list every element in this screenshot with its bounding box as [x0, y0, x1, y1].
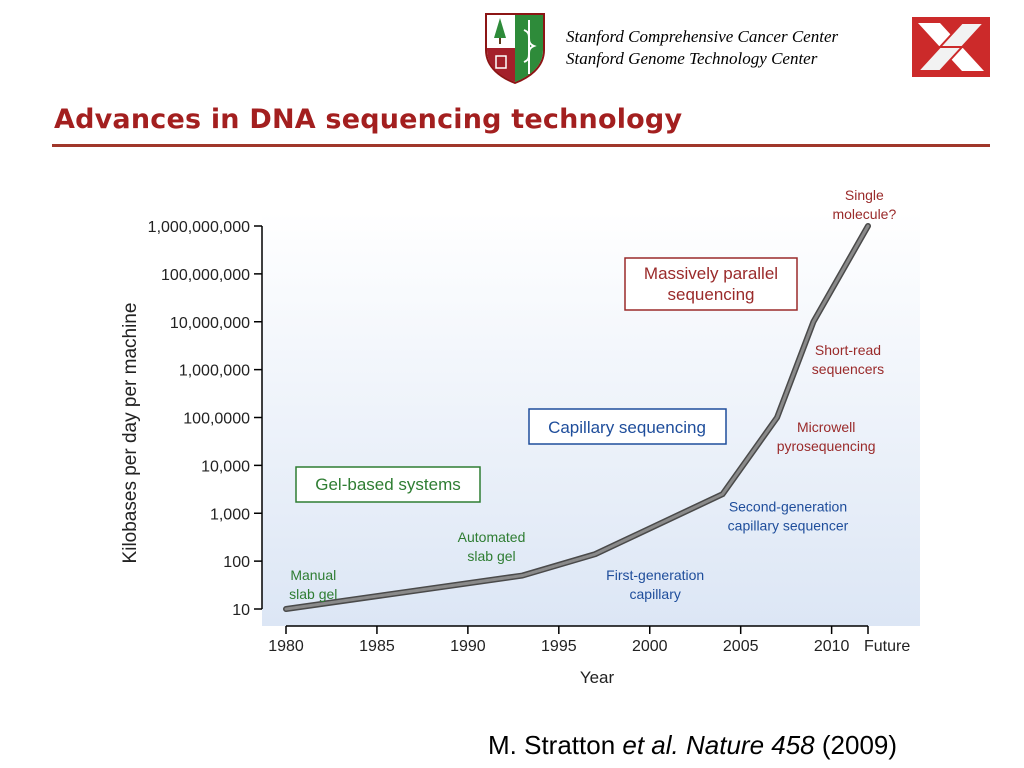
category-label-gel: Gel-based systems	[315, 475, 461, 494]
annotation-label: slab gel	[467, 548, 515, 564]
y-axis-label: Kilobases per day per machine	[120, 303, 141, 564]
chart-annotations: Manual slab gel Automated slab gel First-gen…	[289, 187, 896, 602]
annotation-label: capillary	[630, 586, 681, 602]
annotation-label: Automated	[458, 529, 526, 545]
x-tick-label: 1980	[268, 638, 304, 655]
citation-journal: Nature 458	[686, 730, 815, 760]
x-tick-label: 1990	[450, 638, 486, 655]
category-box-gel: Gel-based systems	[295, 466, 481, 503]
y-tick-label: 10,000	[201, 458, 250, 475]
annotation-label: Manual	[290, 567, 336, 583]
y-tick-label: 100,0000	[183, 411, 250, 428]
x-tick-label: 2010	[814, 638, 850, 655]
stanford-medicine-shield-logo	[485, 13, 545, 84]
category-box-massively-parallel: Massively parallel sequencing	[624, 257, 798, 311]
chart-axes: 10 100 1,000 10,000 100,0000 1,000,000 10,000,…	[120, 219, 910, 687]
y-tick-label: 100,000,000	[161, 267, 250, 284]
y-tick-label: 10	[232, 602, 250, 619]
x-tick-label: 1995	[541, 638, 577, 655]
x-tick-label: 1985	[359, 638, 395, 655]
y-tick-label: 1,000	[210, 506, 250, 523]
chart-series	[283, 223, 871, 612]
category-box-capillary: Capillary sequencing	[528, 408, 727, 445]
annotation-label: Short-read	[815, 342, 881, 358]
category-label-massively-parallel-line1: Massively parallel	[644, 264, 778, 283]
y-tick-label: 1,000,000,000	[148, 219, 250, 236]
annotation-label: Single	[845, 187, 884, 203]
citation-author: M. Stratton	[488, 730, 616, 760]
institution-line-1: Stanford Comprehensive Cancer Center	[566, 27, 839, 46]
category-label-massively-parallel-line2: sequencing	[668, 285, 755, 304]
citation-year: (2009)	[821, 730, 898, 760]
annotation-label: pyrosequencing	[777, 438, 876, 454]
y-tick-label: 100	[223, 554, 250, 571]
x-tick-label: 2000	[632, 638, 668, 655]
citation-etal: et al.	[622, 730, 679, 760]
x-tick-label: Future	[864, 638, 910, 655]
annotation-label: capillary sequencer	[728, 517, 849, 533]
annotation-label: slab gel	[289, 586, 337, 602]
category-label-capillary: Capillary sequencing	[548, 418, 706, 437]
title-divider	[52, 144, 990, 147]
annotation-label: First-generation	[606, 567, 704, 583]
institution-line-2: Stanford Genome Technology Center	[566, 49, 818, 68]
series-line	[284, 224, 870, 611]
x-tick-label: 2005	[723, 638, 759, 655]
annotation-label: sequencers	[812, 361, 884, 377]
slide-title: Advances in DNA sequencing technology	[54, 104, 683, 135]
x-axis-label: Year	[580, 668, 615, 687]
y-tick-label: 1,000,000	[179, 363, 250, 380]
annotation-label: Microwell	[797, 419, 855, 435]
institution-header: Stanford Comprehensive Cancer Center Sta…	[566, 26, 838, 70]
annotation-label: Second-generation	[729, 498, 847, 514]
annotation-label: molecule?	[832, 206, 896, 222]
y-tick-label: 10,000,000	[170, 315, 250, 332]
citation: M. Stratton et al. Nature 458 (2009)	[488, 730, 897, 761]
genome-center-x-logo	[912, 17, 990, 77]
